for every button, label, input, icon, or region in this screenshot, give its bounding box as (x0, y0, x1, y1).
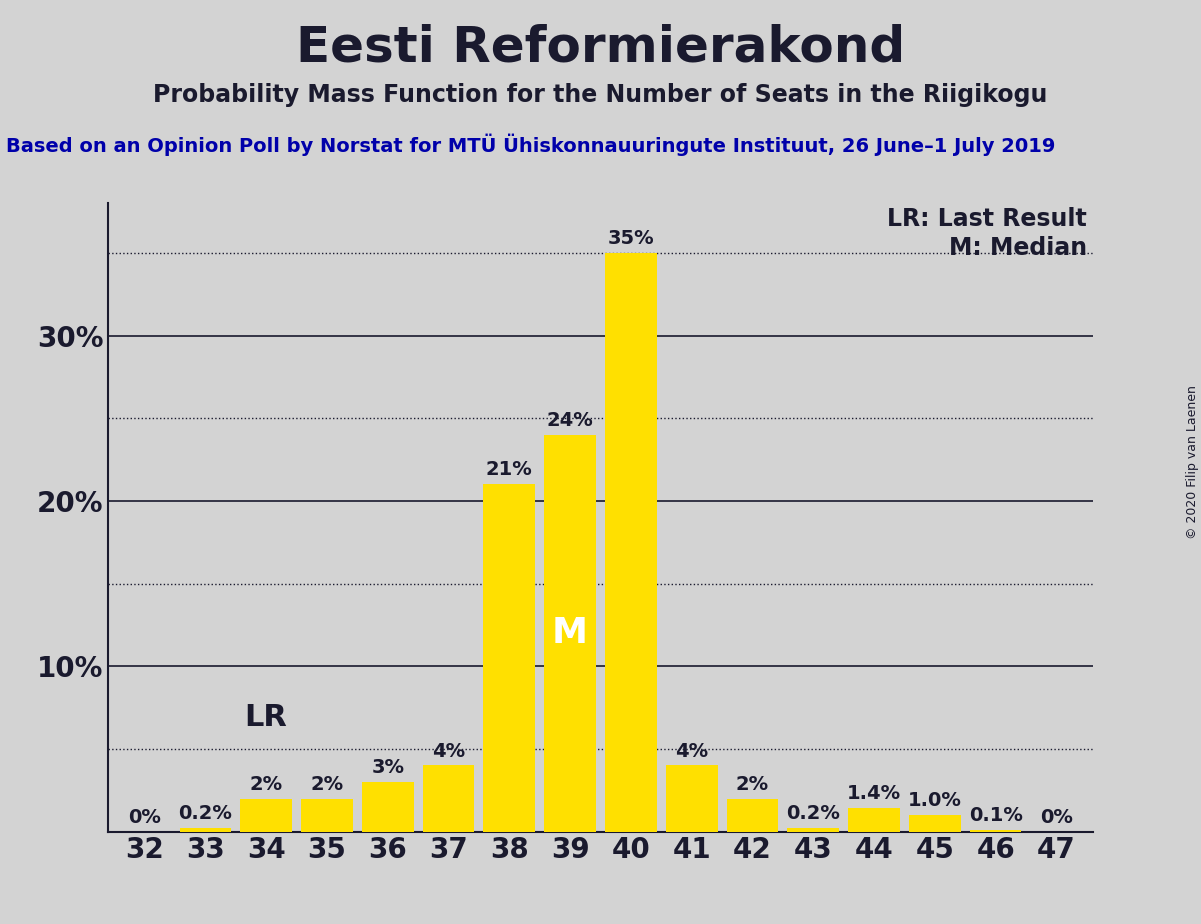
Text: 0.2%: 0.2% (787, 804, 841, 823)
Text: 24%: 24% (546, 411, 593, 430)
Bar (362, 782, 413, 832)
Text: M: Median: M: Median (949, 237, 1087, 261)
Text: 3%: 3% (371, 758, 405, 777)
Text: 2%: 2% (310, 774, 343, 794)
Bar (301, 798, 353, 832)
Bar (970, 830, 1022, 832)
Text: 0.1%: 0.1% (969, 806, 1022, 825)
Text: © 2020 Filip van Laenen: © 2020 Filip van Laenen (1187, 385, 1199, 539)
Text: 2%: 2% (250, 774, 282, 794)
Bar (423, 765, 474, 832)
Text: 0%: 0% (1040, 808, 1072, 827)
Text: LR: Last Result: LR: Last Result (888, 207, 1087, 231)
Bar (605, 253, 657, 832)
Bar (179, 828, 231, 832)
Text: 1.4%: 1.4% (847, 784, 901, 804)
Text: Eesti Reformierakond: Eesti Reformierakond (295, 23, 906, 71)
Bar (848, 808, 900, 832)
Bar (788, 828, 839, 832)
Bar (727, 798, 778, 832)
Text: 2%: 2% (736, 774, 769, 794)
Text: 35%: 35% (608, 229, 655, 248)
Text: 4%: 4% (675, 741, 709, 760)
Text: Based on an Opinion Poll by Norstat for MTÜ Ühiskonnauuringute Instituut, 26 Jun: Based on an Opinion Poll by Norstat for … (6, 134, 1056, 156)
Text: 1.0%: 1.0% (908, 791, 962, 810)
Text: 4%: 4% (432, 741, 465, 760)
Text: M: M (552, 616, 588, 650)
Bar (484, 484, 536, 832)
Bar (909, 815, 961, 832)
Bar (240, 798, 292, 832)
Text: 0.2%: 0.2% (179, 804, 232, 823)
Text: Probability Mass Function for the Number of Seats in the Riigikogu: Probability Mass Function for the Number… (154, 83, 1047, 107)
Text: 0%: 0% (129, 808, 161, 827)
Bar (544, 435, 596, 832)
Text: LR: LR (245, 703, 287, 733)
Bar (665, 765, 717, 832)
Text: 21%: 21% (486, 460, 533, 480)
